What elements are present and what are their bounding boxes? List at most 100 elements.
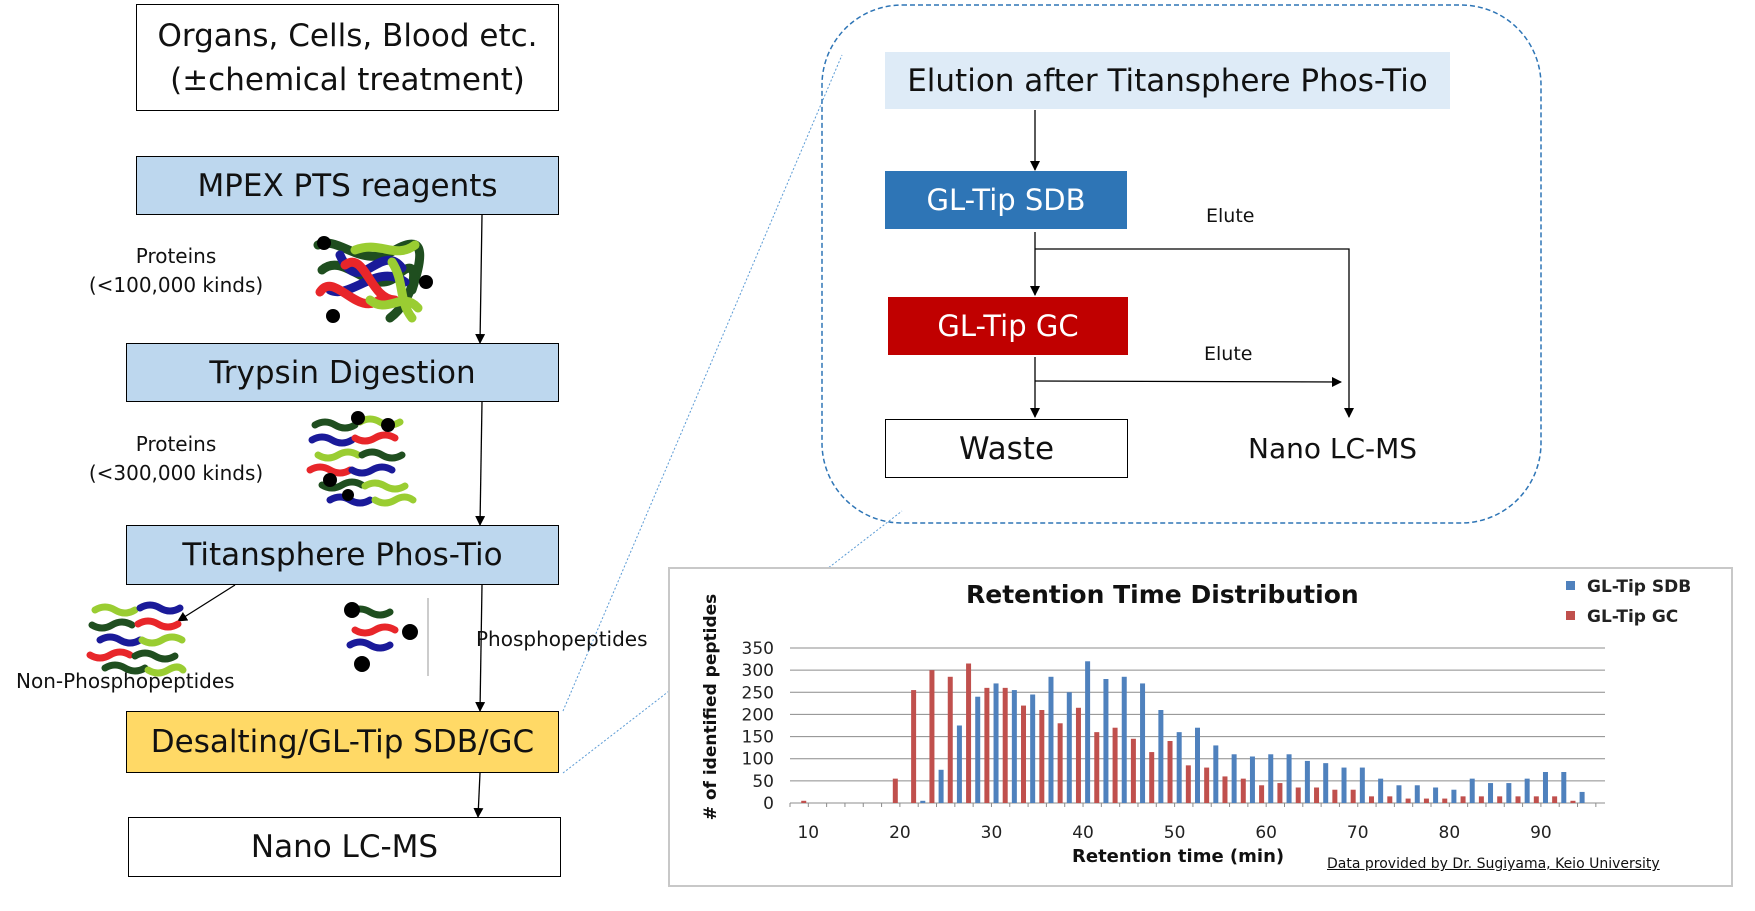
y-tick-label: 350 <box>742 639 774 659</box>
desalting-box: Desalting/GL-Tip SDB/GC <box>126 711 559 773</box>
legend-label-sdb: GL-Tip SDB <box>1587 577 1691 597</box>
y-tick-label: 150 <box>742 728 774 748</box>
gc-elute-path <box>1034 376 1342 387</box>
titansphere-box: Titansphere Phos-Tio <box>126 525 559 585</box>
proteins2-label: Proteins (<300,000 kinds) <box>86 430 266 488</box>
trypsin-box: Trypsin Digestion <box>126 343 559 402</box>
elute-label-1: Elute <box>1206 205 1255 227</box>
bar-sdb <box>956 725 962 803</box>
y-tick-label: 100 <box>742 750 774 770</box>
bar-gc <box>1478 796 1484 803</box>
bar-gc <box>1021 705 1027 803</box>
bar-gc <box>1130 738 1136 803</box>
legend-swatch-gc <box>1566 611 1575 620</box>
desalting-label: Desalting/GL-Tip SDB/GC <box>150 724 535 760</box>
mpex-label: MPEX PTS reagents <box>197 167 498 204</box>
bar-sdb <box>1488 783 1494 803</box>
bar-gc <box>1314 787 1320 803</box>
bar-sdb <box>1414 785 1420 803</box>
bar-gc <box>1259 785 1265 803</box>
x-tick-label: 20 <box>889 823 911 843</box>
bar-gc <box>1423 798 1429 803</box>
bar-gc <box>911 690 917 803</box>
bar-gc <box>1185 765 1191 803</box>
bar-sdb <box>1231 754 1237 803</box>
bar-sdb <box>1469 778 1475 803</box>
bar-sdb <box>1304 760 1310 803</box>
waste-box: Waste <box>885 419 1128 478</box>
y-tick-label: 200 <box>742 705 774 725</box>
bar-sdb <box>1561 772 1567 803</box>
bar-gc <box>1552 796 1558 803</box>
x-tick-label: 30 <box>981 823 1003 843</box>
bar-sdb <box>1451 789 1457 803</box>
y-tick-label: 300 <box>742 661 774 681</box>
bar-gc <box>1149 752 1155 803</box>
bar-gc <box>1442 798 1448 803</box>
sample-line-2: (±chemical treatment) <box>170 61 525 98</box>
chart-note: Data provided by Dr. Sugiyama, Keio Univ… <box>1327 856 1660 872</box>
bar-gc <box>1057 723 1063 803</box>
bar-gc <box>1002 687 1008 803</box>
bar-gc <box>966 663 972 803</box>
chart-ylabel: # of identified peptides <box>701 593 721 821</box>
x-tick-label: 40 <box>1072 823 1094 843</box>
bar-gc <box>892 778 898 803</box>
bar-sdb <box>1158 710 1164 803</box>
bar-sdb <box>1506 783 1512 803</box>
bar-gc <box>1387 796 1393 803</box>
nano-box: Nano LC-MS <box>128 817 561 877</box>
arrow-titansphere-nonphospho <box>177 584 236 622</box>
bar-gc <box>1204 767 1210 803</box>
bar-sdb <box>1542 772 1548 803</box>
zoom-line-top <box>562 54 843 712</box>
bar-gc <box>1075 707 1081 803</box>
sdb-label: GL-Tip SDB <box>926 183 1086 217</box>
proteins1-label: Proteins (<100,000 kinds) <box>86 242 266 300</box>
x-tick-label: 90 <box>1530 823 1552 843</box>
bar-sdb <box>975 696 981 803</box>
chart-title: Retention Time Distribution <box>966 580 1359 609</box>
bar-gc <box>984 687 990 803</box>
bar-gc <box>1094 732 1100 803</box>
bar-sdb <box>1396 785 1402 803</box>
arrow-desalting-nano <box>473 772 484 818</box>
mpex-box: MPEX PTS reagents <box>136 156 559 215</box>
x-tick-label: 70 <box>1347 823 1369 843</box>
trypsin-label: Trypsin Digestion <box>209 354 476 391</box>
bar-gc <box>1497 796 1503 803</box>
y-tick-label: 250 <box>742 683 774 703</box>
bar-gc <box>801 800 807 803</box>
bar-gc <box>1277 783 1283 803</box>
waste-label: Waste <box>958 430 1055 467</box>
bar-sdb <box>1085 661 1091 803</box>
bar-sdb <box>1103 679 1109 803</box>
bar-sdb <box>1268 754 1274 803</box>
nano-label: Nano LC-MS <box>250 829 439 865</box>
bar-sdb <box>1359 767 1365 803</box>
bar-sdb <box>1378 778 1384 803</box>
bar-sdb <box>1030 694 1036 803</box>
bar-gc <box>1240 778 1246 803</box>
legend-label-gc: GL-Tip GC <box>1587 607 1678 627</box>
detail-nano-label: Nano LC-MS <box>1248 432 1418 465</box>
bar-sdb <box>1323 763 1329 803</box>
proteins2-line-2: (<300,000 kinds) <box>88 461 264 485</box>
elution-label: Elution after Titansphere Phos-Tio <box>907 62 1428 99</box>
bar-sdb <box>920 800 926 803</box>
bar-gc <box>1405 798 1411 803</box>
proteins2-line-1: Proteins <box>135 432 217 456</box>
bar-gc <box>1368 796 1374 803</box>
bar-sdb <box>1341 767 1347 803</box>
bar-sdb <box>1121 676 1127 803</box>
gc-label: GL-Tip GC <box>937 309 1079 343</box>
bar-gc <box>1039 710 1045 803</box>
chart-frame <box>668 567 1733 887</box>
proteins1-line-2: (<100,000 kinds) <box>88 273 264 297</box>
titansphere-label: Titansphere Phos-Tio <box>182 537 503 573</box>
bar-sdb <box>1213 745 1219 803</box>
bar-sdb <box>1524 778 1530 803</box>
arrow-trypsin-titansphere <box>475 401 486 526</box>
bar-sdb <box>1048 676 1054 803</box>
